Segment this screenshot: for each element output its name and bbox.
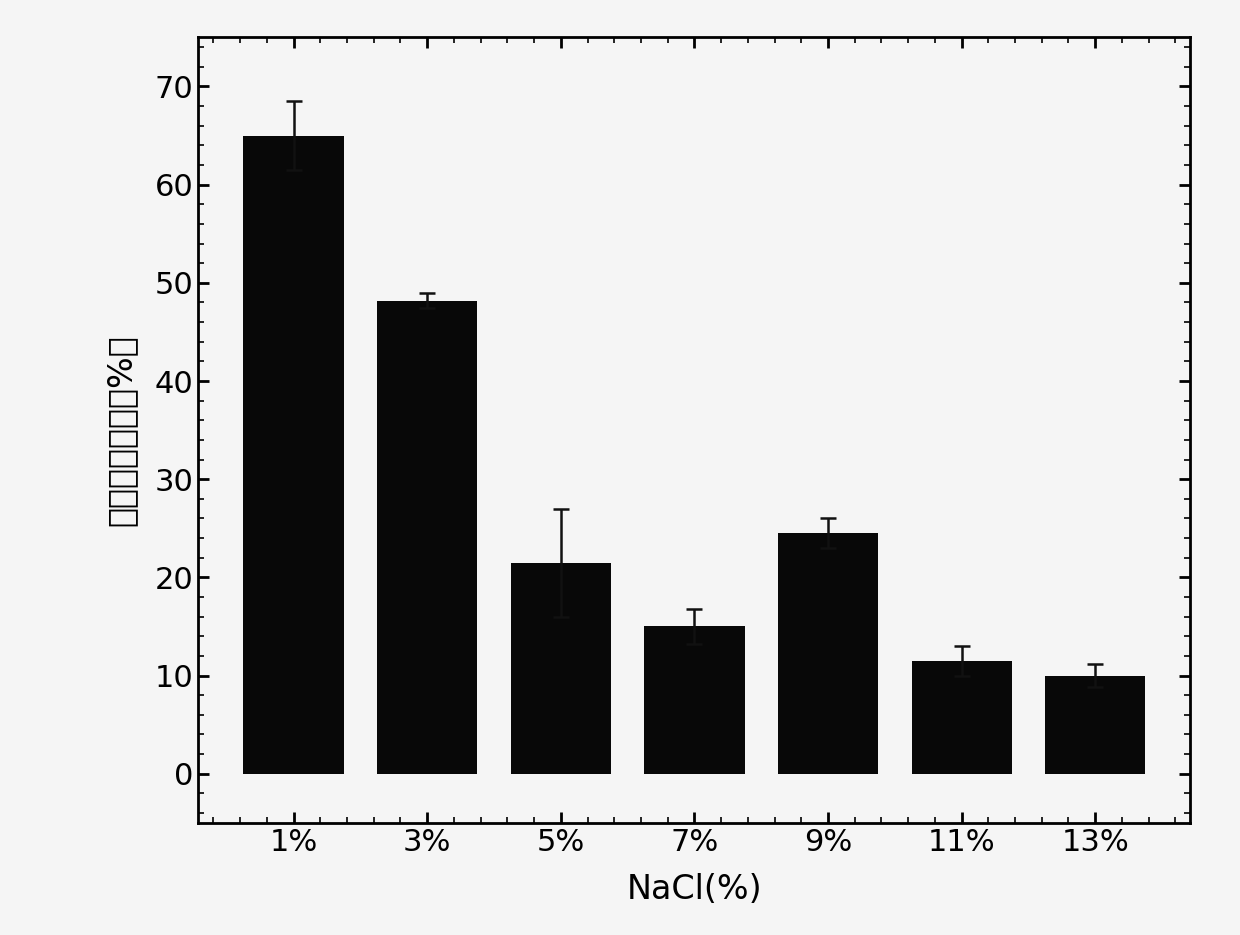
Bar xyxy=(911,661,1012,774)
Bar xyxy=(645,626,744,774)
Bar xyxy=(377,300,477,774)
Bar xyxy=(1045,675,1146,774)
Bar xyxy=(511,563,611,774)
Y-axis label: 生物胺降解率（%）: 生物胺降解率（%） xyxy=(105,334,138,526)
Bar xyxy=(243,136,343,774)
Bar xyxy=(777,533,878,774)
X-axis label: NaCl(%): NaCl(%) xyxy=(626,873,763,906)
